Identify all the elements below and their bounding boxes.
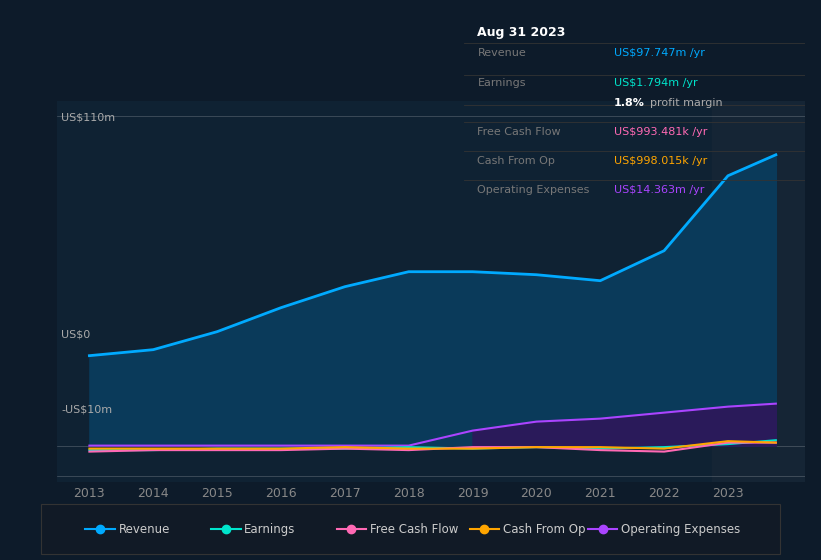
Text: US$993.481k /yr: US$993.481k /yr [614,127,707,137]
Text: profit margin: profit margin [649,99,722,109]
Text: US$1.794m /yr: US$1.794m /yr [614,78,697,87]
Text: Operating Expenses: Operating Expenses [478,185,589,195]
Text: US$14.363m /yr: US$14.363m /yr [614,185,704,195]
Text: Earnings: Earnings [478,78,526,87]
Text: US$0: US$0 [62,330,90,340]
Text: Revenue: Revenue [478,48,526,58]
Text: US$110m: US$110m [62,112,115,122]
Text: Free Cash Flow: Free Cash Flow [478,127,561,137]
Text: US$998.015k /yr: US$998.015k /yr [614,156,707,166]
Bar [712,101,805,482]
Text: Cash From Op: Cash From Op [502,522,585,536]
FancyBboxPatch shape [41,504,780,554]
Text: 1.8%: 1.8% [614,99,644,109]
Text: -US$10m: -US$10m [62,404,112,414]
Text: Revenue: Revenue [119,522,170,536]
Text: Aug 31 2023: Aug 31 2023 [478,26,566,39]
Text: Earnings: Earnings [245,522,296,536]
Text: Cash From Op: Cash From Op [478,156,555,166]
Text: US$97.747m /yr: US$97.747m /yr [614,48,704,58]
Text: Operating Expenses: Operating Expenses [621,522,741,536]
Text: Free Cash Flow: Free Cash Flow [370,522,458,536]
